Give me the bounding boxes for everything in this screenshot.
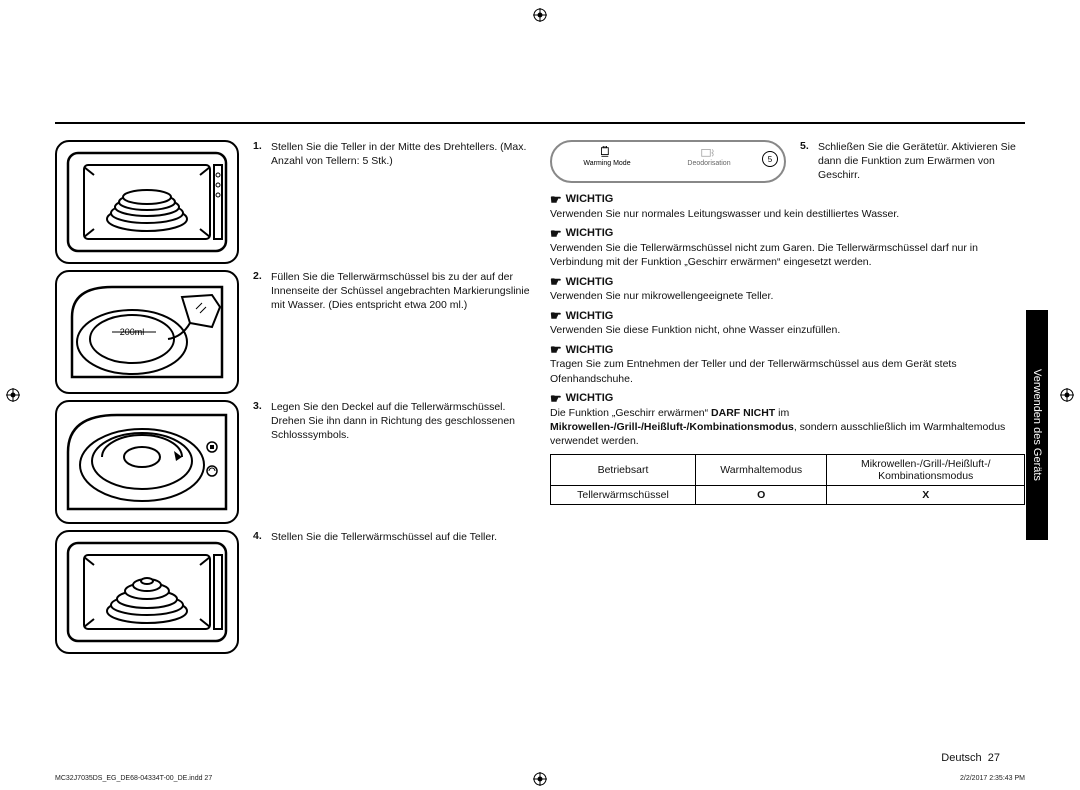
display-value: 5 [762, 151, 778, 167]
pointer-icon: ☛ [550, 343, 562, 356]
important-1-label: ☛WICHTIG [550, 193, 1025, 206]
step-3-illustration [55, 400, 239, 524]
reg-mark-right [1060, 388, 1074, 402]
step-3: 3.Legen Sie den Deckel auf die Tellerwär… [55, 400, 530, 524]
important-2-text: Verwenden Sie die Tellerwärmschüssel nic… [550, 241, 1025, 269]
important-5-label: ☛WICHTIG [550, 343, 1025, 356]
left-column: 1.Stellen Sie die Teller in der Mitte de… [55, 140, 530, 750]
th-warm: Warmhaltemodus [695, 455, 827, 486]
step-2-num: 2. [253, 270, 265, 313]
display-mode-warming: Warming Mode [558, 146, 656, 167]
display-panel: Warming Mode Deodorisation 5 [550, 140, 786, 183]
step-3-num: 3. [253, 400, 265, 443]
step-2-text: Füllen Sie die Tellerwärmschüssel bis zu… [271, 270, 530, 313]
step-2: 200ml 2.Füllen Sie die Tellerwärmschüsse… [55, 270, 530, 394]
mode-table: Betriebsart Warmhaltemodus Mikrowellen-/… [550, 454, 1025, 505]
important-1-text: Verwenden Sie nur normales Leitungswasse… [550, 207, 1025, 221]
pointer-icon: ☛ [550, 309, 562, 322]
th-combo: Mikrowellen-/Grill-/Heißluft-/Kombinatio… [827, 455, 1025, 486]
step-3-text: Legen Sie den Deckel auf die Tellerwärms… [271, 400, 530, 443]
important-2-label: ☛WICHTIG [550, 227, 1025, 240]
display-mode-deodor: Deodorisation [660, 146, 758, 167]
footer-timestamp: 2/2/2017 2:35:43 PM [960, 775, 1025, 782]
important-4-label: ☛WICHTIG [550, 309, 1025, 322]
pointer-icon: ☛ [550, 392, 562, 405]
step-1: 1.Stellen Sie die Teller in der Mitte de… [55, 140, 530, 264]
footer-language: Deutsch 27 [941, 752, 1000, 764]
step-4-text: Stellen Sie die Tellerwärmschüssel auf d… [271, 530, 497, 544]
pointer-icon: ☛ [550, 275, 562, 288]
footer-filename: MC32J7035DS_EG_DE68-04334T-00_DE.indd 27 [55, 775, 212, 782]
manual-page: Verwenden des Geräts [0, 0, 1080, 790]
top-rule [55, 122, 1025, 124]
important-6-label: ☛WICHTIG [550, 392, 1025, 405]
step-1-num: 1. [253, 140, 265, 168]
important-4-text: Verwenden Sie diese Funktion nicht, ohne… [550, 323, 1025, 337]
reg-mark-top [533, 8, 547, 22]
right-column: Warming Mode Deodorisation 5 5.Schließen… [550, 140, 1025, 750]
important-5-text: Tragen Sie zum Entnehmen der Teller und … [550, 357, 1025, 385]
important-3-text: Verwenden Sie nur mikrowellengeeignete T… [550, 289, 1025, 303]
step-1-text: Stellen Sie die Teller in der Mitte des … [271, 140, 530, 168]
td-ok: O [695, 486, 827, 505]
content-area: 1.Stellen Sie die Teller in der Mitte de… [55, 140, 1025, 750]
reg-mark-left [6, 388, 20, 402]
section-tab: Verwenden des Geräts [1026, 310, 1048, 540]
pointer-icon: ☛ [550, 193, 562, 206]
step-5-text: Schließen Sie die Gerätetür. Aktivieren … [818, 140, 1025, 183]
step-5: Warming Mode Deodorisation 5 5.Schließen… [550, 140, 1025, 183]
pointer-icon: ☛ [550, 227, 562, 240]
th-mode: Betriebsart [551, 455, 696, 486]
step-4: 4. Stellen Sie die Tellerwärmschüssel auf… [55, 530, 530, 654]
td-no: X [827, 486, 1025, 505]
important-6-text: Die Funktion „Geschirr erwärmen“ DARF NI… [550, 406, 1025, 449]
step-5-num: 5. [800, 140, 812, 183]
reg-mark-bottom [533, 772, 547, 786]
step-4-num: 4. [253, 530, 265, 544]
step-1-illustration [55, 140, 239, 264]
step-2-illustration: 200ml [55, 270, 239, 394]
td-bowl: Tellerwärmschüssel [551, 486, 696, 505]
important-3-label: ☛WICHTIG [550, 275, 1025, 288]
step-4-illustration [55, 530, 239, 654]
